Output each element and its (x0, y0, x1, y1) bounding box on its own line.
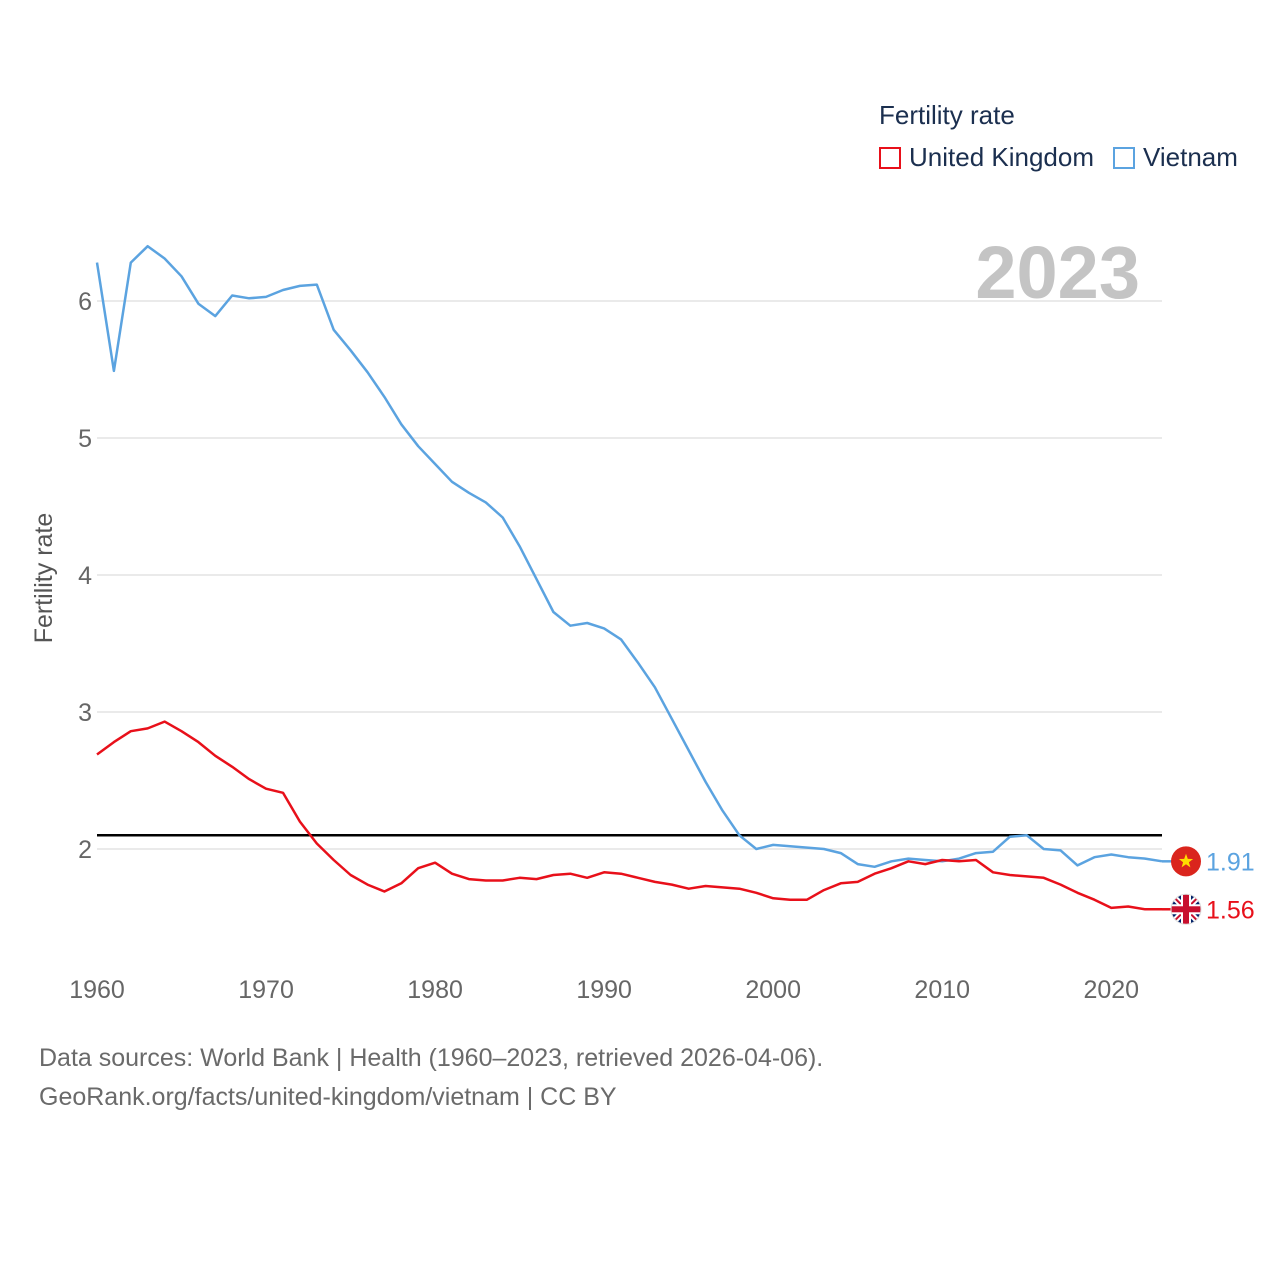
x-tick-label-1980: 1980 (407, 976, 463, 1004)
legend-swatch-united-kingdom (879, 146, 901, 169)
legend-item-vietnam[interactable]: Vietnam (1113, 142, 1238, 173)
series-lines (95, 244, 1163, 911)
y-tick-label-4: 4 (78, 562, 92, 590)
x-tick-label-2000: 2000 (745, 976, 801, 1004)
y-tick-label-3: 3 (78, 699, 92, 727)
flag-united-kingdom-icon (1170, 893, 1202, 925)
end-labels: 1.91 1.56 (1162, 846, 1255, 925)
x-tick-label-2010: 2010 (914, 976, 970, 1004)
x-axis-ticks: 1960 1970 1980 1990 2000 2010 2020 (69, 976, 1139, 1004)
year-watermark: 2023 (975, 231, 1140, 314)
legend-title: Fertility rate (879, 100, 1015, 130)
y-tick-label-2: 2 (78, 836, 92, 864)
flag-vietnam-icon (1171, 846, 1201, 877)
legend-label-united-kingdom: United Kingdom (909, 142, 1094, 172)
y-axis-ticks: 2 3 4 5 6 (78, 288, 92, 864)
series-line-vietnam (95, 244, 1163, 869)
x-tick-label-2020: 2020 (1083, 976, 1139, 1004)
end-value-label-united-kingdom: 1.56 (1206, 896, 1255, 924)
y-tick-label-5: 5 (78, 425, 92, 453)
grid-lines (97, 300, 1162, 850)
y-axis-label: Fertility rate (30, 513, 58, 644)
x-tick-label-1960: 1960 (69, 976, 125, 1004)
footer-sources: Data sources: World Bank | Health (1960–… (39, 1044, 824, 1072)
footer-link[interactable]: GeoRank.org/facts/united-kingdom/vietnam… (39, 1083, 617, 1111)
series-line-united-kingdom (96, 720, 1162, 911)
legend-swatch-vietnam (1113, 146, 1135, 169)
legend-label-vietnam: Vietnam (1143, 142, 1238, 172)
legend-item-united-kingdom[interactable]: United Kingdom (879, 142, 1094, 173)
x-tick-label-1970: 1970 (238, 976, 294, 1004)
y-tick-label-6: 6 (78, 288, 92, 316)
x-tick-label-1990: 1990 (576, 976, 632, 1004)
end-value-label-vietnam: 1.91 (1206, 848, 1255, 876)
